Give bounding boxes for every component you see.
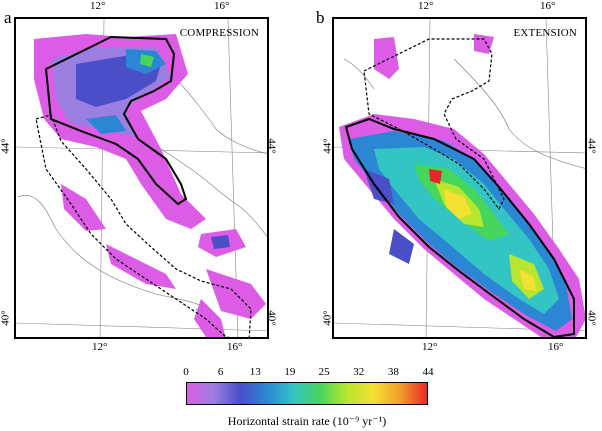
panel-b-top-tick-12: 12° <box>418 0 434 12</box>
panel-a-bottom-tick-12: 12° <box>92 341 108 353</box>
colorbar-tick: 6 <box>217 366 224 378</box>
panel-a-letter: a <box>4 8 12 27</box>
panel-b-bottom-tick-12: 12° <box>422 341 438 353</box>
colorbar-tick-labels: 0 6 13 19 25 32 38 44 <box>183 366 433 380</box>
colorbar-tick: 32 <box>353 366 365 378</box>
compression-map-graphic <box>16 19 267 337</box>
colorbar-tick: 44 <box>422 366 434 378</box>
panel-b-title: EXTENSION <box>513 27 577 39</box>
panel-a-left-tick-44: 44° <box>0 138 12 154</box>
colorbar-tick: 19 <box>284 366 296 378</box>
compression-zone-outline <box>44 35 188 206</box>
colorbar-tick: 25 <box>318 366 330 378</box>
colorbar-title: Horizontal strain rate (10⁻⁹ yr⁻¹) <box>227 414 387 428</box>
panel-b-right-tick-44: 44° <box>585 138 598 154</box>
panel-a-left-tick-40: 40° <box>0 310 12 326</box>
extension-zone-dashed-outline <box>35 114 252 337</box>
panel-a-title: COMPRESSION <box>179 27 259 39</box>
colorbar-tick: 38 <box>387 366 399 378</box>
compression-zone-dashed-outline <box>363 38 505 211</box>
panel-b-right-tick-40: 40° <box>585 310 598 326</box>
panel-a-bottom-tick-16: 16° <box>227 341 243 353</box>
extension-map-graphic <box>334 19 585 337</box>
panel-b-top-tick-16: 16° <box>540 0 556 12</box>
colorbar <box>186 382 428 405</box>
strain-field <box>339 34 585 337</box>
panel-b-letter: b <box>316 8 325 27</box>
coastline <box>17 78 267 337</box>
extension-zone-outline <box>344 117 575 337</box>
extension-map: EXTENSION <box>332 17 587 339</box>
compression-map: COMPRESSION <box>14 17 269 339</box>
panel-a-top-tick-12: 12° <box>90 0 106 12</box>
colorbar-tick: 13 <box>249 366 261 378</box>
panel-b-bottom-tick-16: 16° <box>548 341 564 353</box>
panel-a-top-tick-16: 16° <box>214 0 230 12</box>
strain-field <box>34 34 266 337</box>
colorbar-tick: 0 <box>183 366 189 378</box>
